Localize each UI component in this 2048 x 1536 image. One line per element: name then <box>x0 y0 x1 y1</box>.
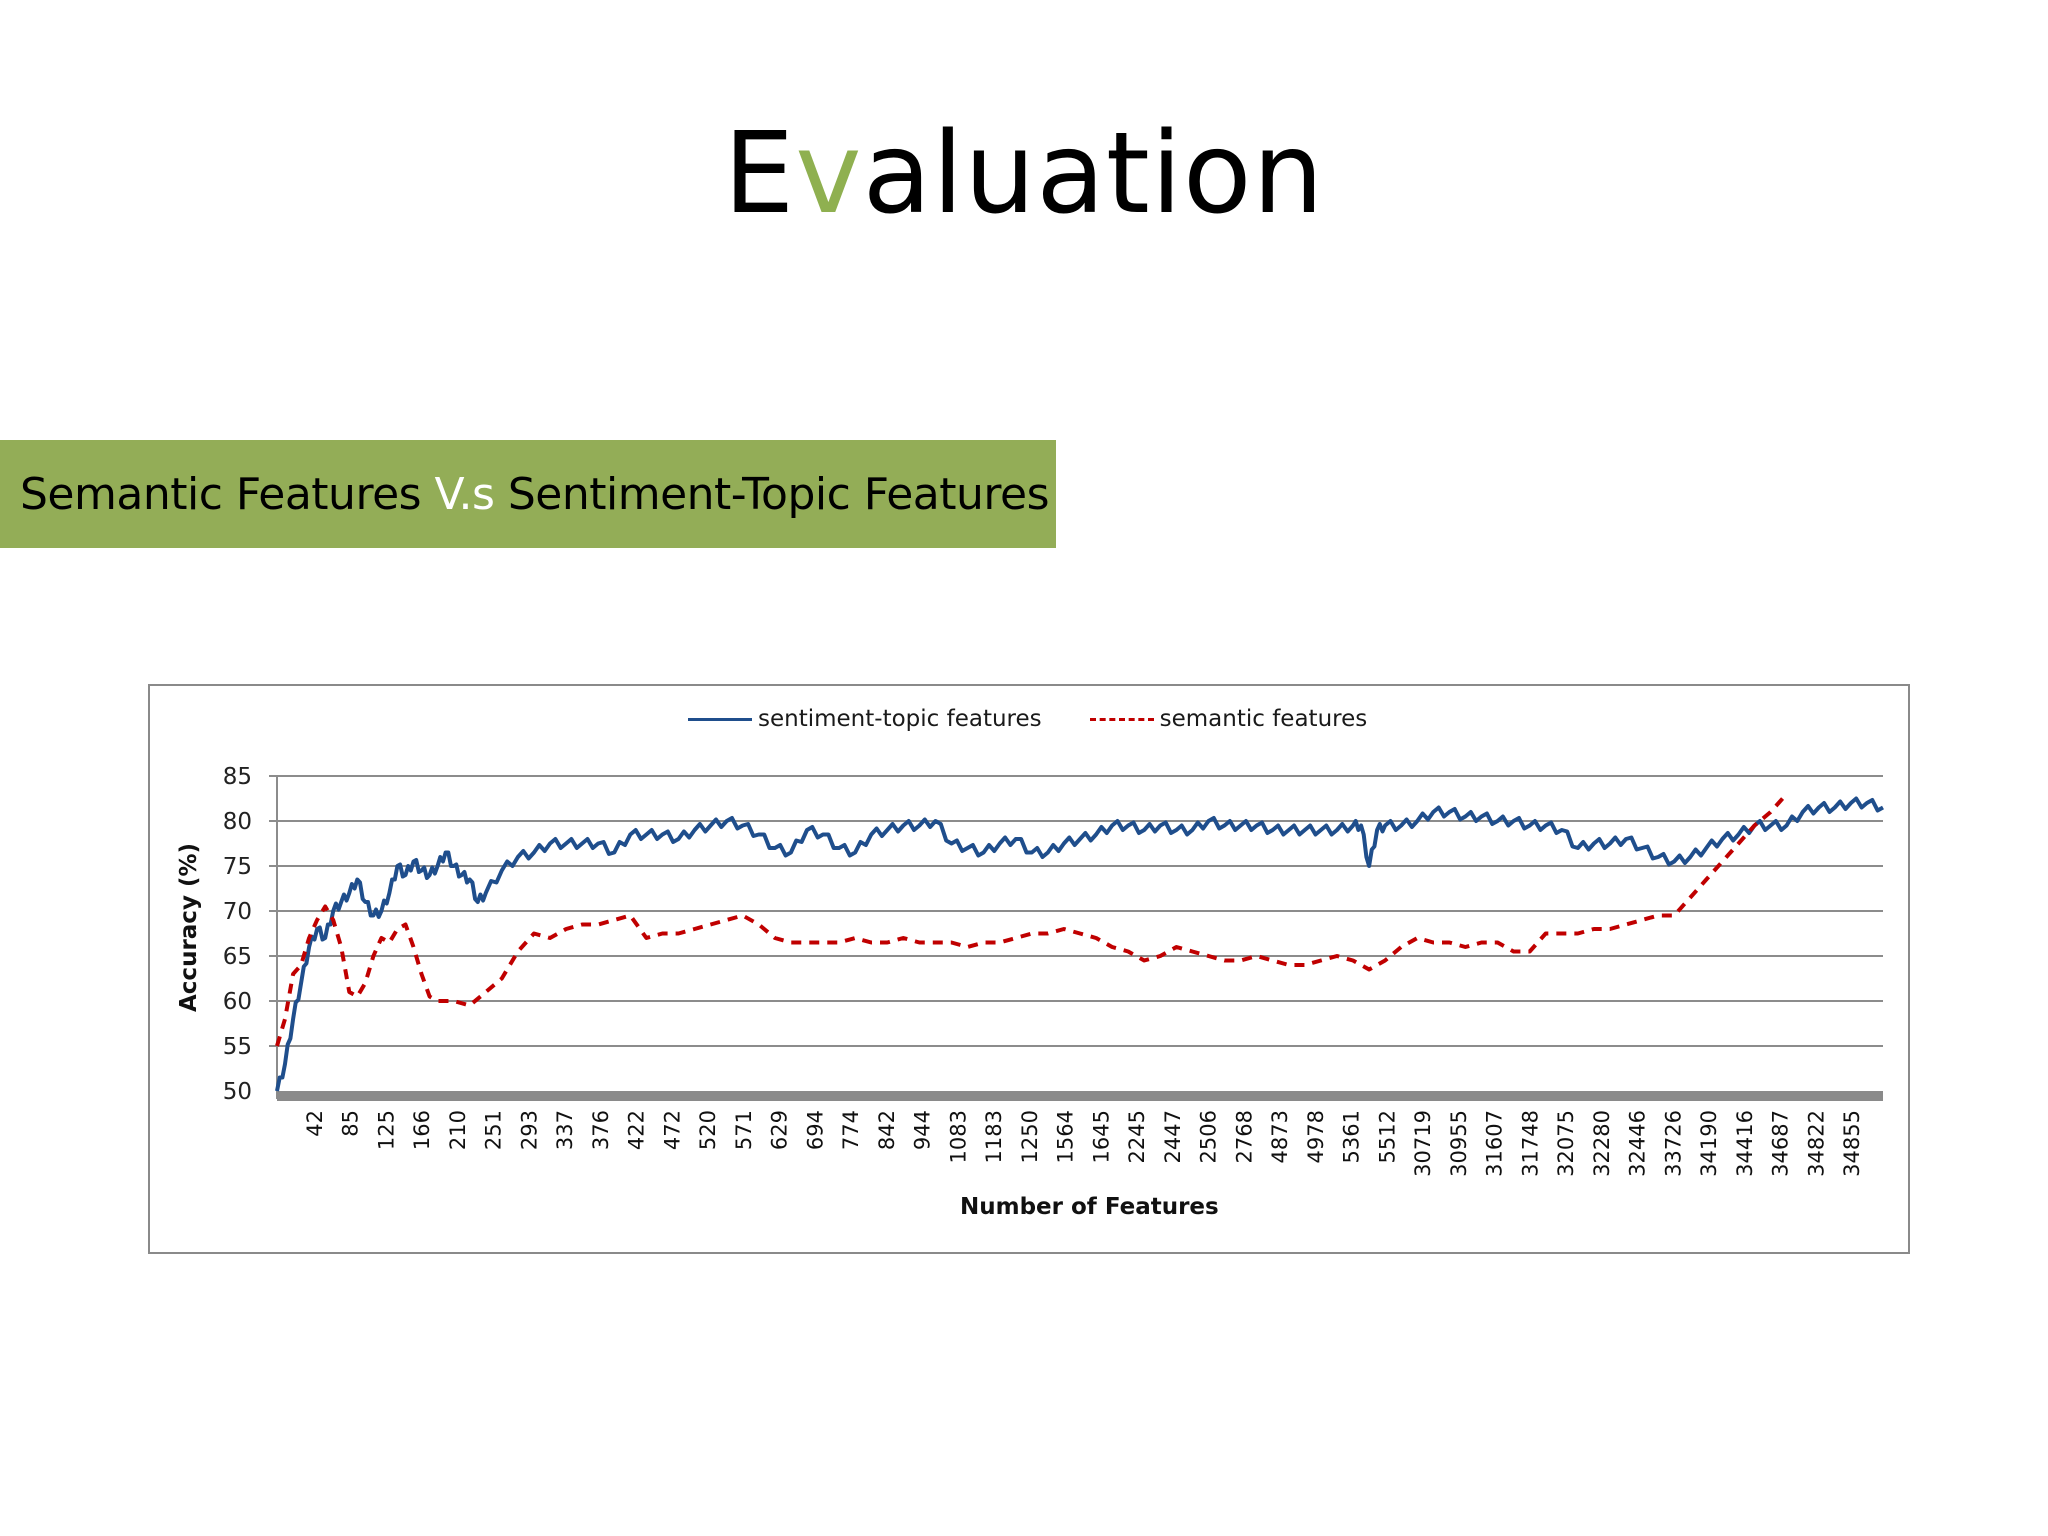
x-tick-label: 2506 <box>1197 1110 1221 1163</box>
banner-text: Semantic Features V.s Sentiment-Topic Fe… <box>20 469 1049 520</box>
title-suffix: aluation <box>862 109 1325 239</box>
x-tick-label: 33726 <box>1661 1110 1685 1177</box>
x-tick-label: 31748 <box>1518 1110 1542 1177</box>
x-tick-label: 2245 <box>1125 1110 1149 1163</box>
x-tick-label: 30955 <box>1447 1110 1471 1177</box>
banner-left-text: Semantic Features <box>20 468 435 520</box>
legend-item-sentiment-topic: sentiment-topic features <box>688 706 1042 732</box>
y-tick-label: 80 <box>223 809 252 835</box>
x-tick-label: 1250 <box>1018 1110 1042 1163</box>
legend-solid-line-icon <box>688 717 752 721</box>
x-tick-label: 1083 <box>946 1110 970 1163</box>
banner-right-text: Sentiment-Topic Features <box>494 468 1050 520</box>
y-tick-label: 55 <box>223 1034 252 1060</box>
x-tick-label: 1645 <box>1089 1110 1113 1163</box>
y-axis-title: Accuracy (%) <box>176 842 202 1012</box>
x-tick-label: 42 <box>303 1110 327 1137</box>
legend-item-semantic: semantic features <box>1089 706 1368 732</box>
x-tick-label: 629 <box>768 1110 792 1150</box>
x-tick-label: 34855 <box>1840 1110 1864 1177</box>
x-tick-label: 5512 <box>1375 1110 1399 1163</box>
x-tick-label: 34416 <box>1733 1110 1757 1177</box>
x-tick-label: 2447 <box>1161 1110 1185 1163</box>
x-tick-label: 5361 <box>1340 1110 1364 1163</box>
x-tick-label: 4873 <box>1268 1110 1292 1163</box>
x-tick-label: 293 <box>517 1110 541 1150</box>
section-banner: Semantic Features V.s Sentiment-Topic Fe… <box>0 440 1056 548</box>
x-tick-label: 1564 <box>1054 1110 1078 1163</box>
x-tick-label: 472 <box>660 1110 684 1150</box>
x-tick-label: 85 <box>339 1110 363 1137</box>
x-tick-label: 571 <box>732 1110 756 1150</box>
legend-dashed-line-icon <box>1089 717 1154 721</box>
x-tick-label: 31607 <box>1483 1110 1507 1177</box>
x-tick-label: 251 <box>482 1110 506 1150</box>
series-sentiment-topic-line <box>275 796 1884 1092</box>
x-tick-label: 32446 <box>1626 1110 1650 1177</box>
x-tick-label: 166 <box>410 1110 434 1150</box>
legend-label-sentiment-topic: sentiment-topic features <box>758 706 1042 732</box>
x-tick-label: 34190 <box>1697 1110 1721 1177</box>
y-tick-label: 85 <box>223 764 252 790</box>
x-tick-label: 30719 <box>1411 1110 1435 1177</box>
x-axis-title: Number of Features <box>960 1194 1219 1220</box>
x-tick-label: 376 <box>589 1110 613 1150</box>
y-tick-label: 50 <box>223 1079 252 1105</box>
title-prefix: E <box>723 109 796 239</box>
x-tick-label: 944 <box>911 1110 935 1150</box>
x-tick-label: 125 <box>374 1110 398 1150</box>
banner-vs-text: V.s <box>434 468 495 520</box>
x-axis-bar <box>277 1091 1883 1101</box>
y-tick-label: 65 <box>223 944 252 970</box>
x-tick-label: 34822 <box>1804 1110 1828 1177</box>
x-tick-label: 210 <box>446 1110 470 1150</box>
x-tick-label: 1183 <box>982 1110 1006 1163</box>
x-tick-label: 32075 <box>1554 1110 1578 1177</box>
x-tick-label: 2768 <box>1232 1110 1256 1163</box>
legend-label-semantic: semantic features <box>1159 706 1368 732</box>
chart-legend: sentiment-topic features semantic featur… <box>688 706 1415 732</box>
x-tick-label: 694 <box>803 1110 827 1150</box>
series-semantic-line <box>275 792 1789 1047</box>
y-tick-label: 60 <box>223 989 252 1015</box>
chart-frame <box>148 684 1910 1254</box>
x-tick-label: 774 <box>839 1110 863 1150</box>
x-tick-label: 337 <box>553 1110 577 1150</box>
x-tick-label: 520 <box>696 1110 720 1150</box>
y-tick-label: 70 <box>223 899 252 925</box>
x-tick-label: 4978 <box>1304 1110 1328 1163</box>
y-tick-label: 75 <box>223 854 252 880</box>
x-tick-label: 34687 <box>1769 1110 1793 1177</box>
x-tick-label: 842 <box>875 1110 899 1150</box>
title-accent-letter: v <box>795 109 863 239</box>
x-tick-label: 422 <box>625 1110 649 1150</box>
x-tick-label: 32280 <box>1590 1110 1614 1177</box>
slide-title: Evaluation <box>0 118 2048 230</box>
